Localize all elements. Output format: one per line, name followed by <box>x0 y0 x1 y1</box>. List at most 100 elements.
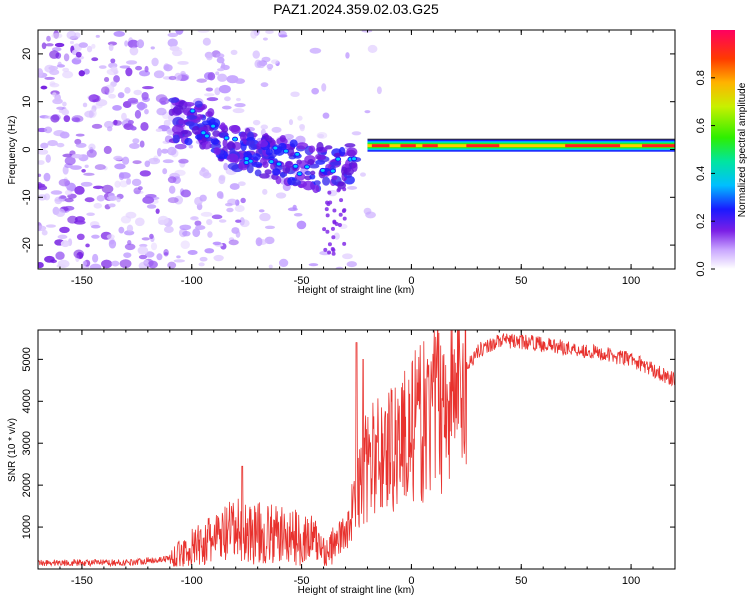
spectrogram-noise-blob <box>41 229 48 236</box>
snr-plot-area <box>38 330 675 569</box>
x-tick-label: -150 <box>71 275 93 287</box>
spectrogram-noise-blob <box>54 198 64 202</box>
spectrogram-noise-blob <box>44 76 55 80</box>
spectrogram-noise-blob <box>62 70 74 79</box>
spectrogram-noise-blob <box>203 93 215 97</box>
spectrogram-signal-blob <box>230 125 241 134</box>
spectrogram-tail-blob <box>342 216 347 221</box>
spectrogram-noise-blob <box>199 168 210 177</box>
spectrogram-noise-blob <box>38 183 46 188</box>
spectrogram-noise-blob <box>182 230 191 237</box>
spectrogram-signal-blob <box>259 173 270 179</box>
spectrogram-noise-blob <box>204 248 215 254</box>
spectrogram-noise-blob <box>292 204 297 211</box>
spectrogram-signal-blob <box>304 170 312 176</box>
spectrogram-noise-blob <box>223 162 229 171</box>
spectrogram-noise-blob <box>364 110 371 114</box>
spectrogram-noise-blob <box>76 233 85 241</box>
x-tick-label: -50 <box>294 575 310 587</box>
spectrogram-noise-blob <box>180 240 190 250</box>
spectrogram-signal-blob <box>345 159 351 169</box>
spectrogram-tail-blob <box>322 227 327 232</box>
spectrogram-signal-blob <box>227 162 239 170</box>
spectrogram-noise-blob <box>57 61 62 68</box>
spectrogram-hotspot <box>304 164 311 170</box>
spectrogram-noise-blob <box>177 60 189 65</box>
spectrogram-noise-blob <box>94 164 106 171</box>
spectrogram-noise-blob <box>148 157 161 165</box>
spectrogram-noise-blob <box>167 146 177 156</box>
spectrogram-signal-blob <box>284 160 294 169</box>
spectrogram-noise-blob <box>86 45 93 53</box>
spectrogram-noise-blob <box>167 176 177 184</box>
spectrogram-noise-blob <box>108 93 116 99</box>
spectrogram-signal-blob <box>289 139 298 148</box>
spectrogram-carrier-peak <box>642 144 675 148</box>
spectrogram-noise-blob <box>124 40 129 47</box>
spectrogram-noise-blob <box>134 217 145 227</box>
spectrogram-signal-blob <box>222 138 228 148</box>
spectrogram-noise-blob <box>123 252 132 258</box>
spectrogram-noise-blob <box>150 46 155 50</box>
spectrogram-noise-blob <box>82 102 88 108</box>
spectrogram-noise-blob <box>52 98 63 105</box>
spectrogram-noise-blob <box>85 243 90 248</box>
spectrogram-noise-blob <box>215 71 220 76</box>
spectrogram-noise-blob <box>217 68 225 72</box>
spectrogram-noise-blob <box>78 42 88 48</box>
spectrogram-noise-blob <box>118 226 125 234</box>
spectrogram-hotspot <box>232 136 239 142</box>
spectrogram-signal-blob <box>316 154 327 160</box>
spectrogram-noise-blob <box>108 239 117 249</box>
spectrogram-signal-blob <box>338 146 346 157</box>
spectrogram-noise-blob <box>153 70 165 79</box>
spectrogram-hotspot <box>351 156 358 162</box>
spectrogram-signal-blob <box>185 121 195 127</box>
spectrogram-noise-blob <box>167 38 178 48</box>
spectrogram-noise-blob <box>230 49 238 55</box>
spectrogram-noise-blob <box>167 197 179 204</box>
y-tick-label: 2000 <box>21 473 33 497</box>
x-tick-label: 100 <box>622 275 640 287</box>
spectrogram-noise-blob <box>59 131 70 139</box>
spectrogram-noise-blob <box>167 261 177 269</box>
spectrogram-carrier-peak <box>371 144 390 148</box>
spectrogram-noise-blob <box>63 53 70 62</box>
x-tick-label: -100 <box>181 275 203 287</box>
spectrogram-noise-blob <box>176 255 181 259</box>
spectrogram-tail-blob <box>323 247 328 252</box>
spectrogram-noise-blob <box>110 66 118 73</box>
spectrogram-hotspot <box>275 161 282 167</box>
spectrogram-noise-blob <box>84 110 95 118</box>
spectrogram-tail-blob <box>332 208 337 213</box>
spectrogram-noise-blob <box>136 39 145 49</box>
spectrogram-noise-blob <box>40 85 48 90</box>
spectrogram-noise-blob <box>156 253 163 261</box>
spectrogram-tail-blob <box>331 251 336 256</box>
spectrogram-noise-blob <box>112 104 122 111</box>
spectrogram-noise-blob <box>155 128 163 133</box>
spectrogram-tail-blob <box>325 229 330 234</box>
spectrogram-noise-blob <box>361 30 373 33</box>
x-tick-label: -50 <box>294 275 310 287</box>
spectrogram-noise-blob <box>129 46 139 56</box>
spectrogram-signal-blob <box>246 139 256 147</box>
spectrogram-noise-blob <box>38 68 44 77</box>
spectrogram-noise-blob <box>224 96 231 102</box>
spectrogram-noise-blob <box>218 175 226 185</box>
spectrogram-noise-blob <box>192 228 201 238</box>
spectrogram-noise-blob <box>200 211 213 217</box>
spectrogram-signal-blob <box>194 100 203 108</box>
spectrogram-signal-blob <box>265 148 273 156</box>
spectrogram-tail-blob <box>331 235 336 240</box>
spectrogram-noise-blob <box>316 132 328 139</box>
spectrogram-noise-blob <box>295 135 306 145</box>
spectrogram-noise-blob <box>91 234 100 239</box>
spectrogram-noise-blob <box>232 108 245 114</box>
spectrogram-noise-blob <box>51 33 63 39</box>
spectrogram-noise-blob <box>119 180 128 188</box>
spectrogram-noise-blob <box>142 86 154 90</box>
spectrogram-noise-blob <box>234 102 246 108</box>
spectrogram-noise-blob <box>63 115 71 123</box>
spectrogram-blobs <box>38 30 382 269</box>
